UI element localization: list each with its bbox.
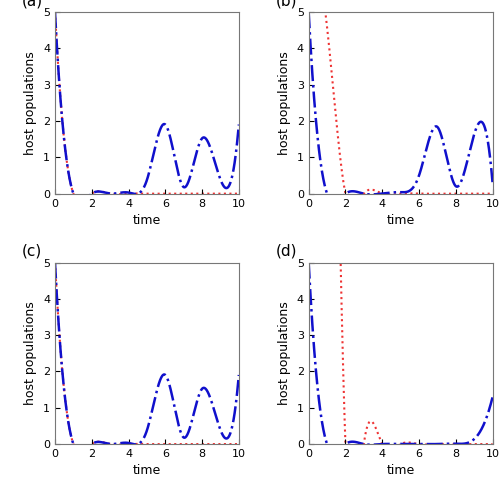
Y-axis label: host populations: host populations (278, 302, 291, 405)
X-axis label: time: time (133, 465, 161, 477)
Text: (b): (b) (276, 0, 297, 9)
Y-axis label: host populations: host populations (24, 302, 38, 405)
Y-axis label: host populations: host populations (278, 51, 291, 155)
Text: (d): (d) (276, 244, 297, 259)
X-axis label: time: time (133, 214, 161, 227)
Text: (c): (c) (22, 244, 42, 259)
Y-axis label: host populations: host populations (24, 51, 38, 155)
X-axis label: time: time (386, 465, 414, 477)
X-axis label: time: time (386, 214, 414, 227)
Text: (a): (a) (22, 0, 43, 9)
